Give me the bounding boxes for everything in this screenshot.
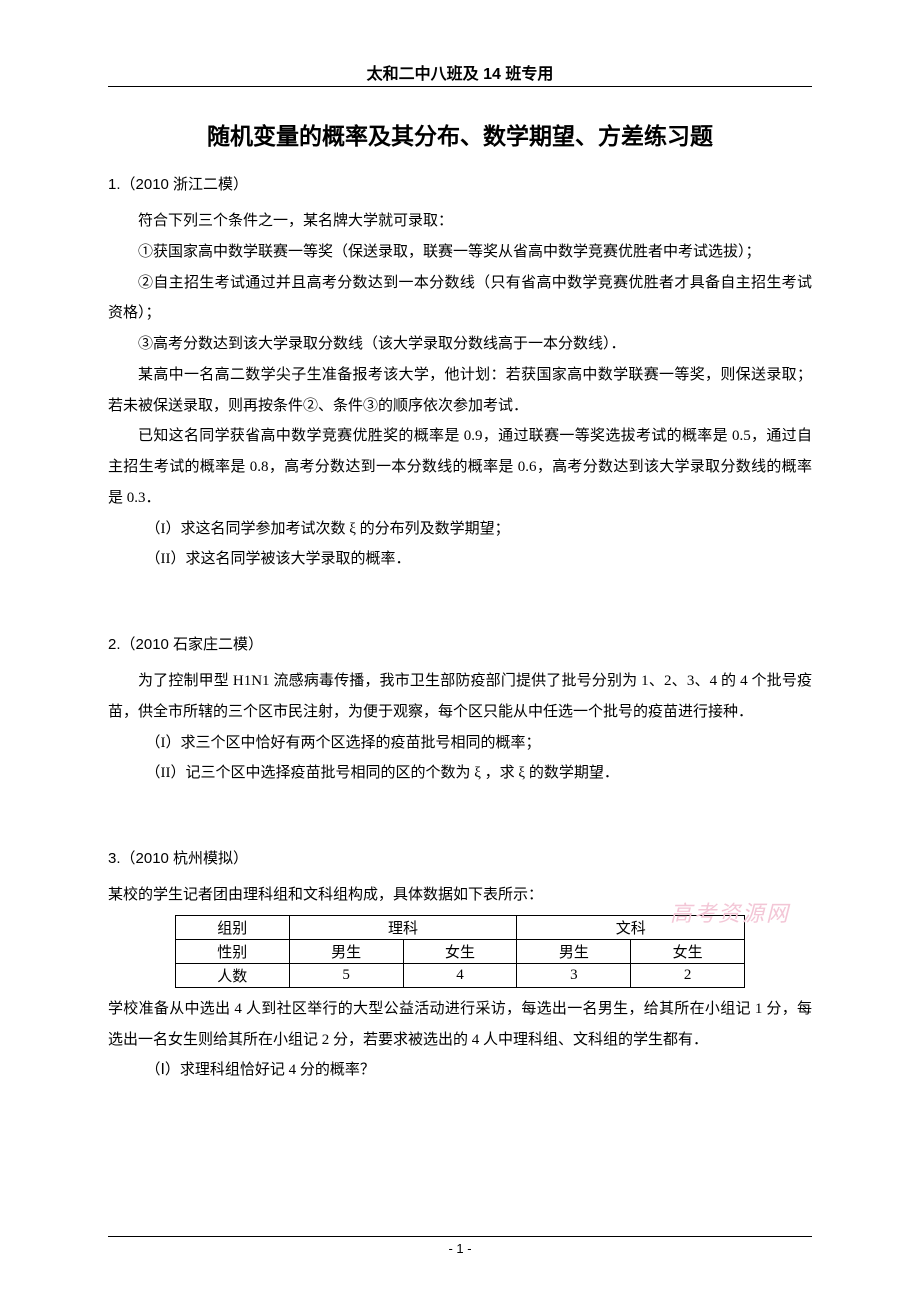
q2-number: 2.（2010 石家庄二模） <box>108 633 812 654</box>
table-cell: 文科 <box>517 915 745 939</box>
header-divider <box>108 86 812 87</box>
q1-number: 1.（2010 浙江二模） <box>108 173 812 194</box>
page-footer: - 1 - <box>108 1236 812 1256</box>
table-cell: 人数 <box>175 963 289 987</box>
q3-number: 3.（2010 杭州模拟） <box>108 847 812 868</box>
table-cell: 3 <box>517 963 631 987</box>
table-cell: 男生 <box>289 939 403 963</box>
table-cell: 女生 <box>631 939 745 963</box>
table-row: 性别 男生 女生 男生 女生 <box>175 939 744 963</box>
q3-body: 学校准备从中选出 4 人到社区举行的大型公益活动进行采访，每选出一名男生，给其所… <box>108 994 812 1056</box>
footer-divider <box>108 1236 812 1237</box>
table-cell: 男生 <box>517 939 631 963</box>
document-title: 随机变量的概率及其分布、数学期望、方差练习题 <box>108 117 812 151</box>
table-cell: 组别 <box>175 915 289 939</box>
q1-cond3: ③高考分数达到该大学录取分数线（该大学录取分数线高于一本分数线）． <box>108 329 812 360</box>
table-row: 人数 5 4 3 2 <box>175 963 744 987</box>
q1-cond2: ②自主招生考试通过并且高考分数达到一本分数线（只有省高中数学竞赛优胜者才具备自主… <box>108 268 812 330</box>
q2-part2: （II）记三个区中选择疫苗批号相同的区的个数为 ξ ，求 ξ 的数学期望． <box>108 758 812 789</box>
q1-probs: 已知这名同学获省高中数学竞赛优胜奖的概率是 0.9，通过联赛一等奖选拔考试的概率… <box>108 421 812 513</box>
table-cell: 理科 <box>289 915 517 939</box>
table-cell: 性别 <box>175 939 289 963</box>
q2-body: 为了控制甲型 H1N1 流感病毒传播，我市卫生部防疫部门提供了批号分别为 1、2… <box>108 666 812 728</box>
q3-intro: 某校的学生记者团由理科组和文科组构成，具体数据如下表所示： <box>108 880 812 911</box>
table-cell: 4 <box>403 963 517 987</box>
q1-cond1: ①获国家高中数学联赛一等奖（保送录取，联赛一等奖从省高中数学竞赛优胜者中考试选拔… <box>108 237 812 268</box>
table-cell: 2 <box>631 963 745 987</box>
q1-part2: （II）求这名同学被该大学录取的概率． <box>108 544 812 575</box>
q3-part1: （Ⅰ）求理科组恰好记 4 分的概率？ <box>108 1055 812 1086</box>
q1-part1: （I）求这名同学参加考试次数 ξ 的分布列及数学期望； <box>108 514 812 545</box>
table-row: 组别 理科 文科 <box>175 915 744 939</box>
running-header: 太和二中八班及 14 班专用 <box>108 60 812 84</box>
q1-intro: 符合下列三个条件之一，某名牌大学就可录取： <box>108 206 812 237</box>
q1-plan: 某高中一名高二数学尖子生准备报考该大学，他计划：若获国家高中数学联赛一等奖，则保… <box>108 360 812 422</box>
page-number: - 1 - <box>108 1241 812 1256</box>
q3-table: 组别 理科 文科 性别 男生 女生 男生 女生 人数 5 4 3 2 <box>175 915 745 988</box>
table-cell: 女生 <box>403 939 517 963</box>
q2-part1: （I）求三个区中恰好有两个区选择的疫苗批号相同的概率； <box>108 728 812 759</box>
table-cell: 5 <box>289 963 403 987</box>
